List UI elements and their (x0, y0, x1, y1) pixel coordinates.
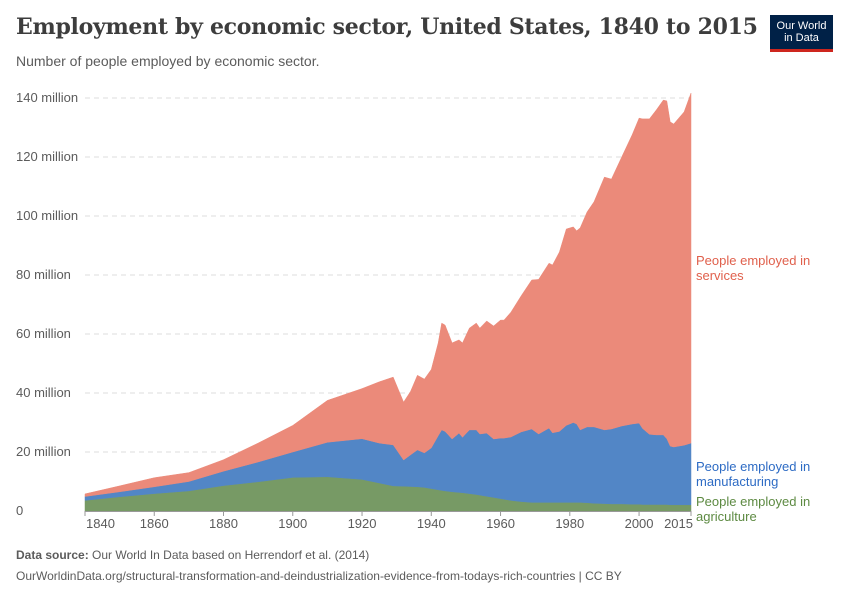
y-tick-label: 80 million (16, 267, 71, 282)
x-tick-label: 1860 (140, 516, 169, 531)
x-tick-label: 2015 (664, 516, 693, 531)
source-label: Data source: (16, 548, 89, 562)
x-tick-label: 1960 (486, 516, 515, 531)
label-manufacturing-line1: People employed in (696, 459, 810, 474)
x-tick-label: 1880 (209, 516, 238, 531)
y-tick-label: 140 million (16, 90, 78, 105)
y-tick-label: 60 million (16, 326, 71, 341)
y-tick-label: 100 million (16, 208, 78, 223)
label-agriculture-line1: People employed in (696, 494, 810, 509)
label-agriculture-line2: agriculture (696, 509, 757, 524)
area-services[interactable] (84, 92, 692, 497)
x-tick-label: 2000 (625, 516, 654, 531)
y-tick-label: 20 million (16, 444, 71, 459)
label-manufacturing-line2: manufacturing (696, 474, 778, 489)
chart-title: Employment by economic sector, United St… (16, 14, 758, 40)
x-tick-label: 1900 (278, 516, 307, 531)
x-tick-label: 1940 (417, 516, 446, 531)
owid-logo[interactable]: Our World in Data (770, 15, 833, 52)
x-tick-label: 1840 (86, 516, 115, 531)
y-tick-label: 120 million (16, 149, 78, 164)
label-services-line2: services (696, 268, 744, 283)
y-tick-label: 0 (16, 503, 23, 518)
x-tick-label: 1980 (555, 516, 584, 531)
x-tick-label: 1920 (348, 516, 377, 531)
label-services-line1: People employed in (696, 253, 810, 268)
data-source: Data source: Our World In Data based on … (16, 548, 369, 562)
chart-subtitle: Number of people employed by economic se… (16, 53, 320, 69)
source-url-link[interactable]: OurWorldinData.org/structural-transforma… (16, 569, 622, 583)
y-tick-label: 40 million (16, 385, 71, 400)
logo-text: Our World in Data (776, 20, 827, 44)
source-text: Our World In Data based on Herrendorf et… (92, 548, 370, 562)
